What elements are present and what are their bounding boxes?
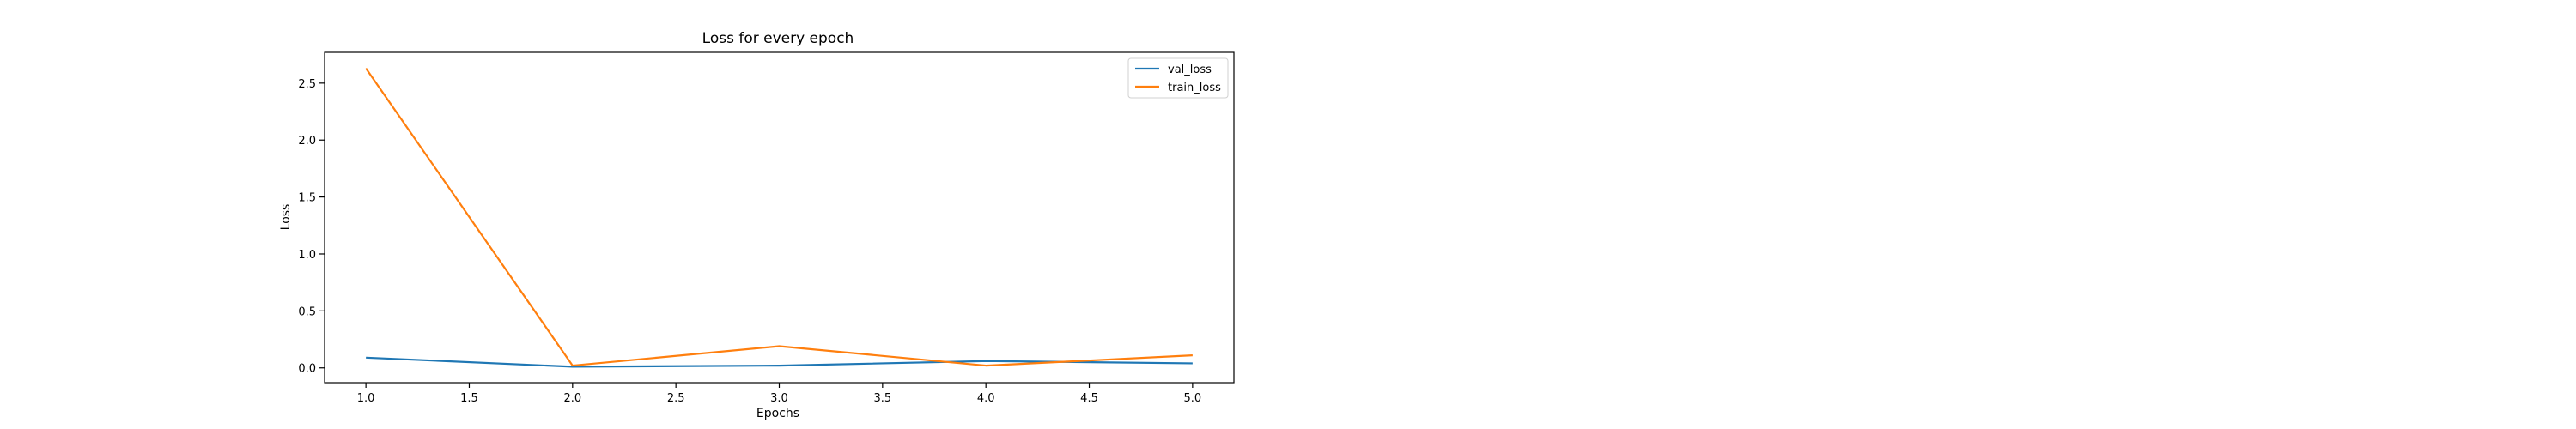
x-axis-label: Epochs — [756, 407, 799, 420]
x-tick-label: 1.0 — [357, 392, 375, 405]
y-axis-label: Loss — [279, 204, 293, 231]
x-tick-label: 3.0 — [770, 392, 788, 405]
x-tick-label: 4.5 — [1080, 392, 1098, 405]
plot-area — [365, 67, 1193, 368]
x-tick-label: 2.0 — [563, 392, 581, 405]
x-tick-label: 3.5 — [873, 392, 891, 405]
y-tick-label: 2.0 — [298, 135, 316, 148]
series-line-train-loss — [365, 67, 1193, 367]
x-tick-label: 4.0 — [977, 392, 995, 405]
legend-label: train_loss — [1168, 82, 1221, 94]
y-tick-label: 0.0 — [298, 363, 316, 376]
legend: val_loss train_loss — [1127, 57, 1229, 99]
x-tick-label: 1.5 — [460, 392, 478, 405]
y-tick-label: 2.5 — [298, 78, 316, 91]
axes: 1.0 1.5 2.0 2.5 3.0 3.5 4.0 4.5 5.0 0.0 0.5 1.0 1.5 2… — [298, 51, 1235, 405]
x-tick-label: 2.5 — [667, 392, 685, 405]
y-tick-label: 0.5 — [298, 305, 316, 318]
y-tick-label: 1.0 — [298, 249, 316, 262]
plot-frame — [324, 51, 1235, 384]
y-tick-label: 1.5 — [298, 192, 316, 205]
chart-title: Loss for every epoch — [702, 30, 854, 47]
legend-label: val_loss — [1168, 63, 1212, 76]
x-tick-label: 5.0 — [1184, 392, 1202, 405]
